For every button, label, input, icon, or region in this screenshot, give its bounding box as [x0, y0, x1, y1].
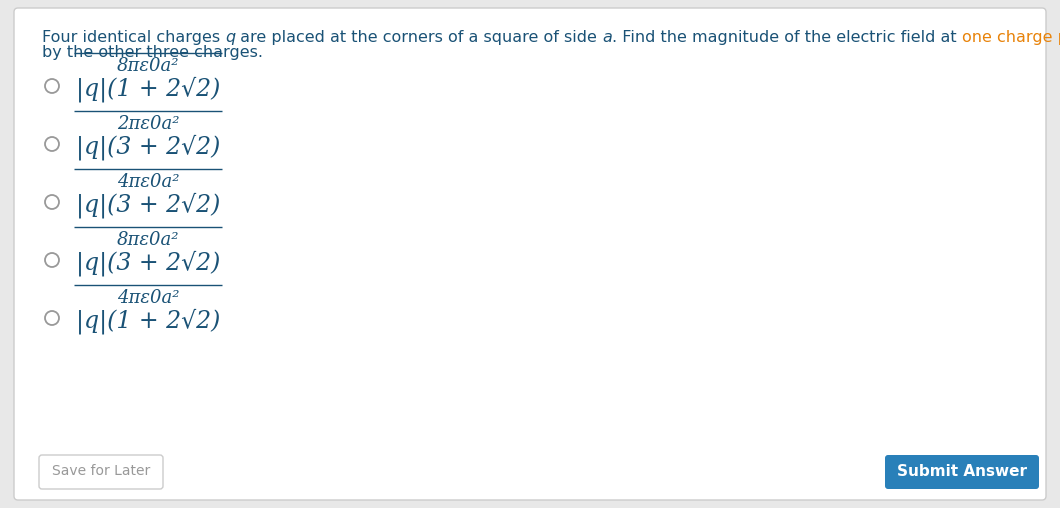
- Text: 2πε0a²: 2πε0a²: [117, 115, 179, 134]
- FancyBboxPatch shape: [14, 8, 1046, 500]
- Text: |q|(3 + 2√2): |q|(3 + 2√2): [76, 250, 220, 276]
- Text: . Find the magnitude of the electric field at: . Find the magnitude of the electric fie…: [612, 30, 961, 45]
- Text: are placed at the corners of a square of side: are placed at the corners of a square of…: [235, 30, 602, 45]
- Text: Save for Later: Save for Later: [52, 464, 151, 478]
- Text: q: q: [225, 30, 235, 45]
- Text: |q|(1 + 2√2): |q|(1 + 2√2): [76, 308, 220, 334]
- Text: a: a: [602, 30, 612, 45]
- Text: Submit Answer: Submit Answer: [897, 463, 1027, 479]
- FancyBboxPatch shape: [39, 455, 163, 489]
- Text: 4πε0a²: 4πε0a²: [117, 173, 179, 192]
- Text: by the other three charges.: by the other three charges.: [42, 45, 263, 60]
- Text: |q|(1 + 2√2): |q|(1 + 2√2): [76, 76, 220, 102]
- Text: |q|(3 + 2√2): |q|(3 + 2√2): [76, 134, 220, 160]
- Text: |q|(3 + 2√2): |q|(3 + 2√2): [76, 192, 220, 217]
- Text: one charge produced: one charge produced: [961, 30, 1060, 45]
- Text: Four identical charges: Four identical charges: [42, 30, 225, 45]
- Text: 4πε0a²: 4πε0a²: [117, 290, 179, 307]
- Text: 8πε0a²: 8πε0a²: [117, 57, 179, 75]
- FancyBboxPatch shape: [885, 455, 1039, 489]
- Text: 8πε0a²: 8πε0a²: [117, 231, 179, 249]
